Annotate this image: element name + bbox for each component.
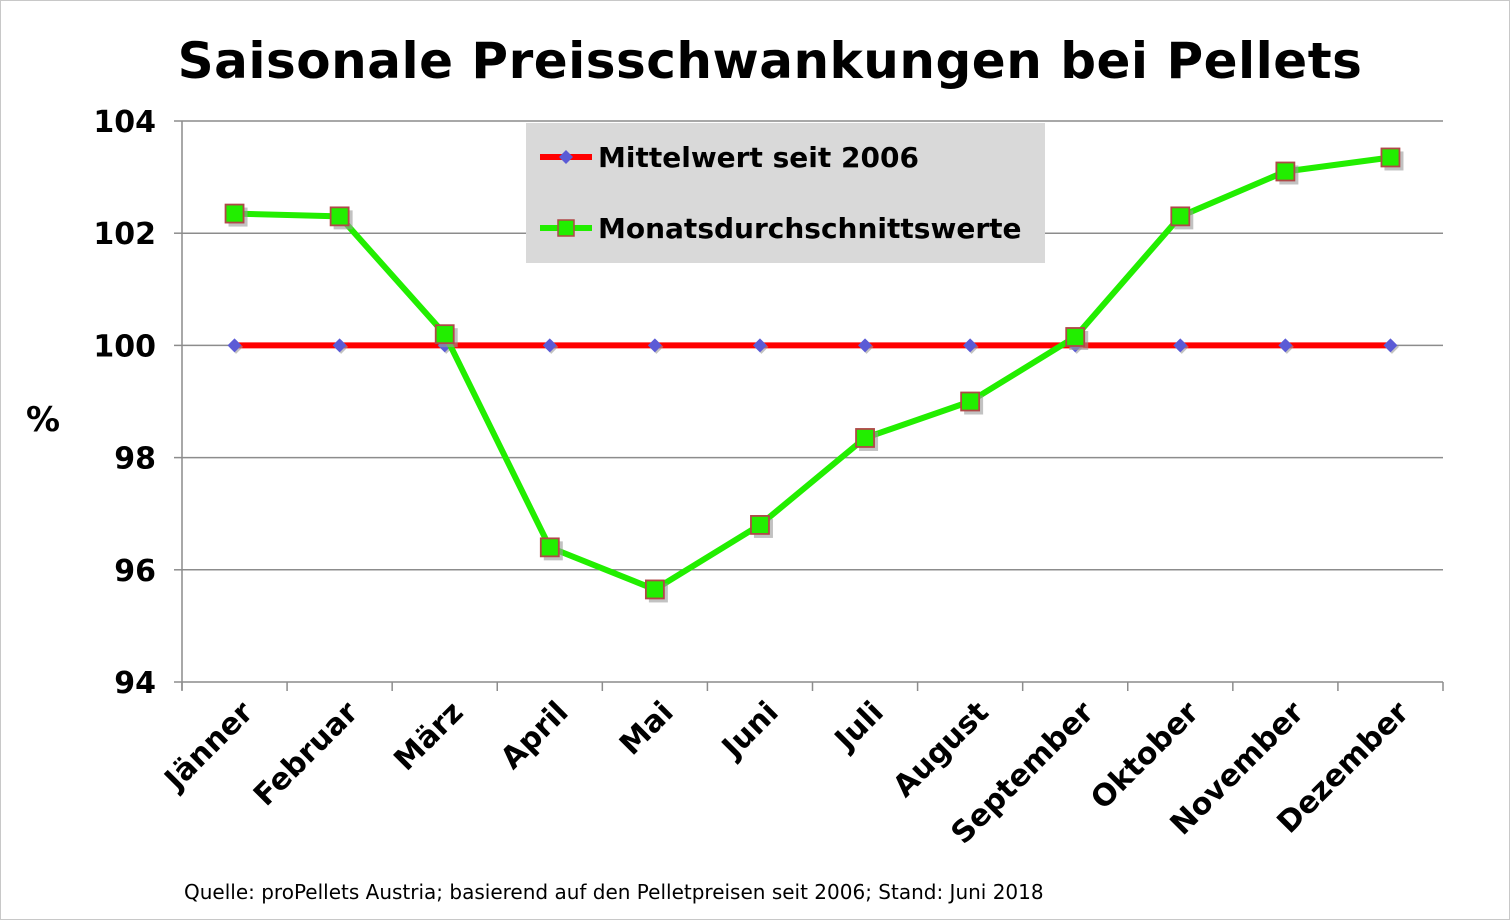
data-point-mean [1278,338,1293,353]
legend-monthly-swatch [540,219,592,237]
legend-item-monthly: Monatsdurchschnittswerte [538,211,1022,245]
legend-item-mean: Mittelwert seit 2006 [538,140,919,174]
data-point-mean [647,338,662,353]
data-point-monthly [960,391,981,412]
y-tick-label: 94 [114,666,156,701]
source-note: Quelle: proPellets Austria; basierend au… [184,880,1044,904]
data-point-monthly [1380,147,1401,168]
x-tick-label: April [494,695,575,776]
x-tick-label: Mai [613,695,680,762]
x-tick-label: März [387,695,470,778]
data-point-monthly [224,203,245,224]
data-point-monthly [750,515,770,535]
data-point-monthly [1170,206,1191,227]
y-tick-label: 102 [93,217,156,252]
data-point-monthly [1275,161,1296,182]
data-point-mean [1383,338,1398,353]
legend-mean-swatch [540,150,592,164]
x-tick-label: Juli [827,695,891,759]
data-point-mean [752,338,767,353]
y-axis-label: % [26,400,61,440]
data-point-mean [332,338,347,353]
legend-mean-label: Mittelwert seit 2006 [598,140,919,174]
data-point-monthly [329,206,350,227]
legend: Mittelwert seit 2006 Monatsdurchschnitts… [526,123,1045,263]
data-point-monthly [539,537,560,558]
x-tick-label: August [886,695,995,804]
data-point-mean [1173,338,1188,353]
data-point-monthly [644,579,665,600]
y-tick-label: 100 [93,329,156,364]
x-tick-label: Juni [714,695,786,767]
data-point-mean [858,338,873,353]
series-line-monthly [234,154,1391,593]
legend-monthly-label: Monatsdurchschnittswerte [598,211,1022,245]
x-tick-label: Jänner [157,695,261,799]
data-point-monthly [855,428,875,448]
y-tick-label: 96 [114,554,156,589]
data-point-mean [227,338,242,353]
y-tick-label: 98 [114,442,156,477]
data-point-monthly [434,324,455,345]
chart-title: Saisonale Preisschwankungen bei Pellets [177,32,1363,90]
x-tick-label: Februar [247,695,365,813]
data-point-mean [542,338,557,353]
data-point-monthly [1065,327,1086,347]
y-tick-label: 104 [93,105,156,140]
data-point-mean [963,338,978,353]
